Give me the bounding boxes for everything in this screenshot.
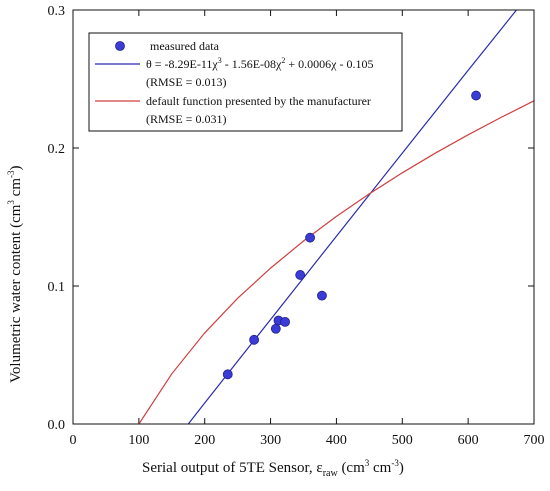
y-axis-title-end: ) xyxy=(8,166,24,171)
data-point xyxy=(249,334,260,345)
data-point xyxy=(222,369,233,380)
fit-eq-part3: + 0.0006χ - 0.105 xyxy=(285,57,373,71)
y-tick-label: 0.2 xyxy=(48,142,66,157)
plot-frame xyxy=(72,9,535,425)
axis-ticks: 0 100 200 300 400 500 600 700 0.0 0.1 0.2 0.3 xyxy=(48,4,545,448)
y-tick-label: 0.3 xyxy=(48,4,66,19)
legend-rmse-fit: (RMSE = 0.013) xyxy=(146,75,226,89)
x-tick-label: 600 xyxy=(458,433,479,448)
x-axis-title: Serial output of 5TE Sensor, εraw (cm3 c… xyxy=(142,458,404,479)
y-tick-label: 0.1 xyxy=(48,280,66,295)
data-point xyxy=(280,316,290,327)
data-point xyxy=(317,290,327,301)
legend-label-fit: θ = -8.29E-11χ3 - 1.56E-08χ2 + 0.0006χ -… xyxy=(146,56,373,71)
y-axis-title: Volumetric water content (cm3 cm-3) xyxy=(6,166,24,384)
y-tick-label: 0.0 xyxy=(48,418,66,433)
data-point xyxy=(295,270,306,280)
fit-curve-line xyxy=(187,10,518,424)
x-tick-label: 300 xyxy=(260,433,281,448)
x-tick-label: 0 xyxy=(70,433,77,448)
x-tick-label: 500 xyxy=(392,433,413,448)
x-axis-title-unit-sup: 3 xyxy=(365,458,370,468)
data-point xyxy=(471,90,481,101)
x-tick-label: 400 xyxy=(326,433,347,448)
x-tick-label: 200 xyxy=(194,433,215,448)
legend-rmse-manufacturer: (RMSE = 0.031) xyxy=(146,112,226,126)
x-axis-title-sub: raw xyxy=(323,468,339,479)
fit-eq-sup3: 3 xyxy=(218,56,222,65)
legend-marker-measured xyxy=(115,41,125,51)
series-layer xyxy=(138,10,534,424)
legend-box xyxy=(88,32,403,132)
data-point xyxy=(305,232,315,243)
data-point xyxy=(270,323,281,334)
y-axis-title-mid: cm xyxy=(8,178,24,200)
legend-label-measured: measured data xyxy=(150,39,220,53)
fit-eq-sup2: 2 xyxy=(281,56,285,65)
x-axis-title-unit-end: ) xyxy=(399,460,404,476)
x-axis-title-main: Serial output of 5TE Sensor, ε xyxy=(142,460,323,476)
y-axis-title-main: Volumetric water content (cm xyxy=(8,204,24,383)
legend: measured data θ = -8.29E-11χ3 - 1.56E-08… xyxy=(88,32,403,132)
x-axis-title-unit-mid: cm xyxy=(369,460,391,476)
fit-eq-part2: - 1.56E-08χ xyxy=(222,57,282,71)
legend-label-manufacturer: default function presented by the manufa… xyxy=(146,94,371,108)
y-axis-title-sup2: -3 xyxy=(6,170,16,178)
x-axis-title-unit: (cm xyxy=(338,460,365,476)
manufacturer-curve-line xyxy=(138,100,534,424)
x-tick-label: 100 xyxy=(128,433,149,448)
x-axis-title-unit-sup2: -3 xyxy=(391,458,399,468)
y-axis-title-sup: 3 xyxy=(6,200,16,205)
fit-eq-part1: θ = -8.29E-11χ xyxy=(146,57,218,71)
x-tick-label: 700 xyxy=(524,433,545,448)
